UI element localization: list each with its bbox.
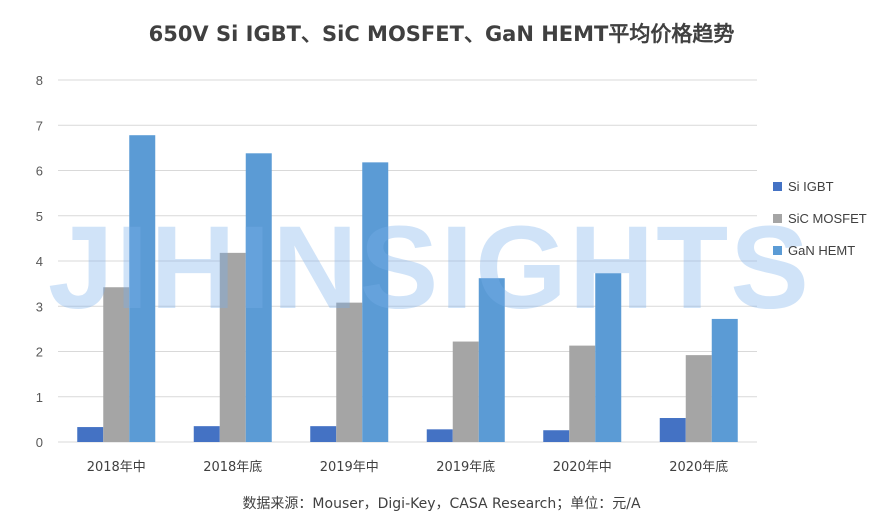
bar-sic-mosfet [336, 302, 363, 442]
bar-gan-hemt [478, 278, 505, 442]
gridlines [58, 79, 757, 443]
y-tick-label: 1 [36, 390, 43, 405]
y-tick-label: 3 [36, 299, 43, 314]
source-note: 数据来源：Mouser，Digi-Key，CASA Research；单位：元/… [242, 496, 641, 512]
y-tick-label: 0 [36, 435, 43, 450]
bar-si-igbt [426, 429, 453, 442]
bar-gan-hemt [711, 318, 738, 442]
x-tick-label: 2018年底 [203, 459, 262, 475]
bar-sic-mosfet [452, 341, 479, 442]
y-axis-ticks: 0 1 2 3 4 5 6 7 8 [36, 73, 43, 450]
legend-swatch-gan-hemt [773, 245, 782, 255]
legend-item-si-igbt: Si IGBT [773, 176, 867, 196]
legend-item-sic-mosfet: SiC MOSFET [773, 208, 867, 228]
y-tick-label: 4 [36, 254, 43, 269]
y-tick-label: 5 [36, 209, 43, 224]
x-tick-label: 2019年中 [320, 460, 379, 475]
legend-swatch-si-igbt [773, 181, 782, 191]
x-tick-label: 2020年中 [553, 460, 612, 475]
x-tick-label: 2020年底 [669, 459, 728, 475]
legend-label-gan-hemt: GaN HEMT [788, 242, 856, 258]
bars [77, 135, 738, 443]
bar-sic-mosfet [103, 287, 130, 442]
chart-title: 650V Si IGBT、SiC MOSFET、GaN HEMT平均价格趋势 [148, 22, 735, 46]
bar-si-igbt [659, 418, 686, 442]
y-tick-label: 7 [36, 118, 43, 133]
bar-si-igbt [543, 430, 570, 442]
legend-item-gan-hemt: GaN HEMT [773, 240, 867, 260]
bar-gan-hemt [245, 153, 272, 442]
bar-gan-hemt [362, 162, 389, 443]
bar-sic-mosfet [685, 355, 712, 442]
x-axis-ticks: 2018年中 2018年底 2019年中 2019年底 2020年中 2020年底 [87, 459, 729, 475]
legend-label-si-igbt: Si IGBT [788, 178, 834, 194]
legend-label-sic-mosfet: SiC MOSFET [788, 210, 867, 226]
y-tick-label: 2 [36, 345, 43, 360]
bar-gan-hemt [595, 273, 622, 442]
bar-sic-mosfet [219, 252, 246, 442]
bar-sic-mosfet [569, 345, 596, 442]
x-tick-label: 2019年底 [436, 459, 495, 475]
bar-gan-hemt [129, 135, 156, 442]
x-tick-label: 2018年中 [87, 460, 146, 475]
legend: Si IGBT SiC MOSFET GaN HEMT [773, 176, 867, 272]
bar-si-igbt [193, 426, 220, 442]
y-tick-label: 6 [36, 164, 43, 179]
y-tick-label: 8 [36, 73, 43, 88]
bar-si-igbt [310, 426, 337, 442]
legend-swatch-sic-mosfet [773, 213, 782, 223]
bar-si-igbt [77, 427, 104, 442]
